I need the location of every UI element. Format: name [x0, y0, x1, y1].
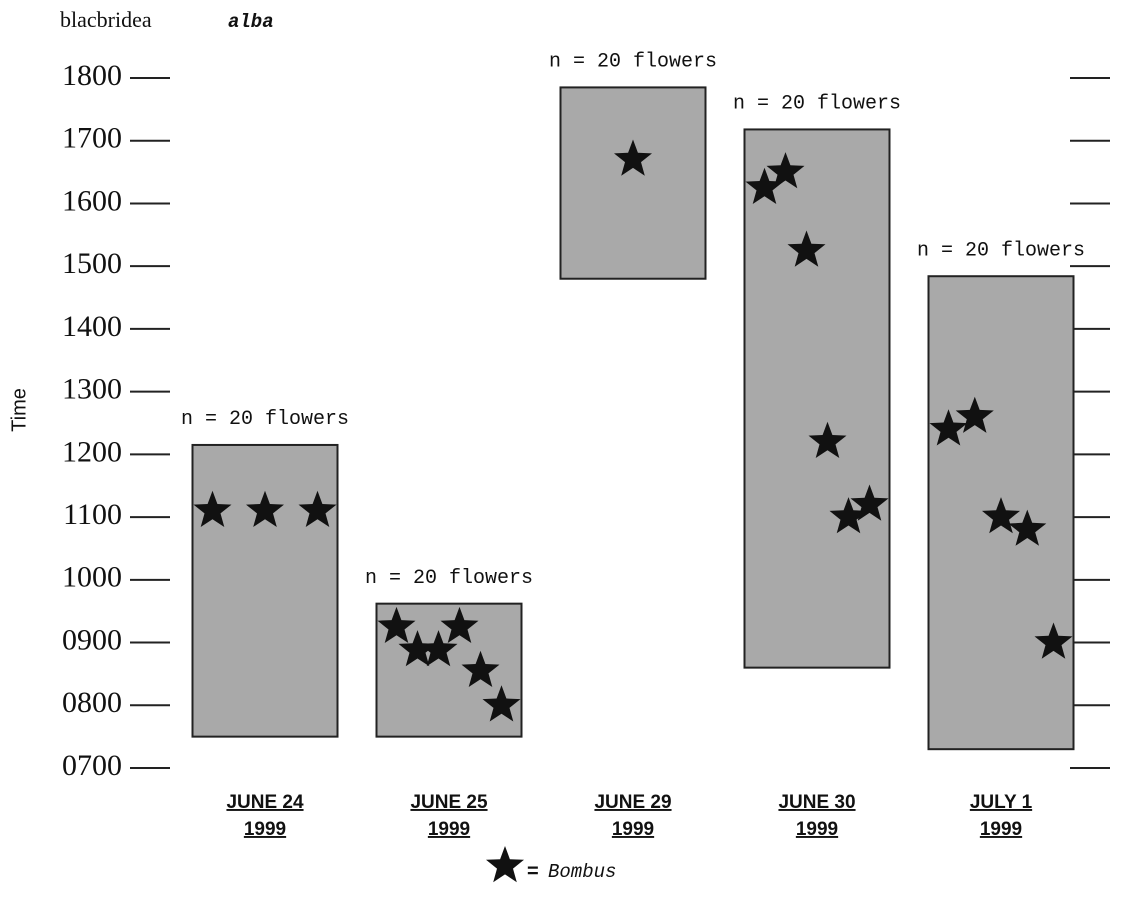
y-tick-label: 1300 [62, 373, 122, 406]
y-tick-label: 1200 [62, 435, 122, 468]
bombus-star [929, 409, 968, 446]
y-tick-label: 1500 [62, 247, 122, 280]
y-tick-label: 1800 [62, 59, 122, 92]
x-tick-label: JUNE 29 [594, 792, 671, 813]
bombus-star [440, 606, 479, 643]
y-tick-label: 1400 [62, 310, 122, 343]
bombus-star [419, 630, 458, 667]
bombus-star [461, 650, 500, 687]
x-tick-year: 1999 [244, 819, 286, 840]
legend-label: Bombus [548, 861, 616, 883]
bombus-star [1034, 622, 1073, 659]
bombus-star [614, 139, 652, 176]
bombus-star [850, 484, 889, 521]
bombus-star [377, 606, 416, 643]
y-tick-label: 1100 [63, 498, 122, 531]
annotation: n = 20 flowers [365, 567, 533, 590]
x-tick-label: JUNE 24 [226, 792, 304, 813]
annotation: n = 20 flowers [917, 239, 1085, 262]
x-tick-year: 1999 [428, 819, 470, 840]
chart-title: blacbridea [60, 7, 152, 32]
annotation: n = 20 flowers [733, 93, 901, 116]
x-tick-label: JULY 1 [970, 792, 1033, 813]
bombus-star [829, 497, 868, 534]
bombus-star [193, 490, 232, 527]
x-tick-label: JUNE 25 [410, 792, 488, 813]
x-tick-year: 1999 [980, 819, 1022, 840]
bombus-star [808, 421, 847, 458]
bombus-star [745, 167, 784, 204]
legend-symbol: = [527, 860, 539, 882]
bombus-star [298, 490, 337, 527]
bombus-star [1008, 509, 1047, 546]
bombus-star [482, 685, 521, 722]
bombus-star [982, 497, 1020, 534]
observation-bar [559, 86, 707, 280]
y-tick-label: 0700 [62, 749, 122, 782]
y-axis-label: Time [8, 388, 30, 432]
bombus-star [787, 230, 826, 267]
bombus-star [766, 152, 805, 189]
y-tick-label: 0900 [62, 623, 122, 656]
annotation: n = 20 flowers [181, 408, 349, 431]
bombus-star [246, 490, 284, 527]
bombus-star [955, 396, 994, 433]
observation-bar [743, 128, 891, 669]
x-tick-label: JUNE 30 [778, 792, 855, 813]
bombus-star [398, 630, 437, 667]
legend-star [486, 846, 524, 883]
annotation: n = 20 flowers [549, 51, 717, 74]
chart-title-emphasis: alba [228, 11, 274, 33]
y-tick-label: 1000 [62, 561, 122, 594]
y-tick-label: 1600 [62, 184, 122, 217]
y-tick-label: 1700 [62, 122, 122, 155]
x-tick-year: 1999 [796, 819, 838, 840]
y-tick-label: 0800 [62, 686, 122, 719]
x-tick-year: 1999 [612, 819, 654, 840]
observation-bar [191, 443, 339, 738]
